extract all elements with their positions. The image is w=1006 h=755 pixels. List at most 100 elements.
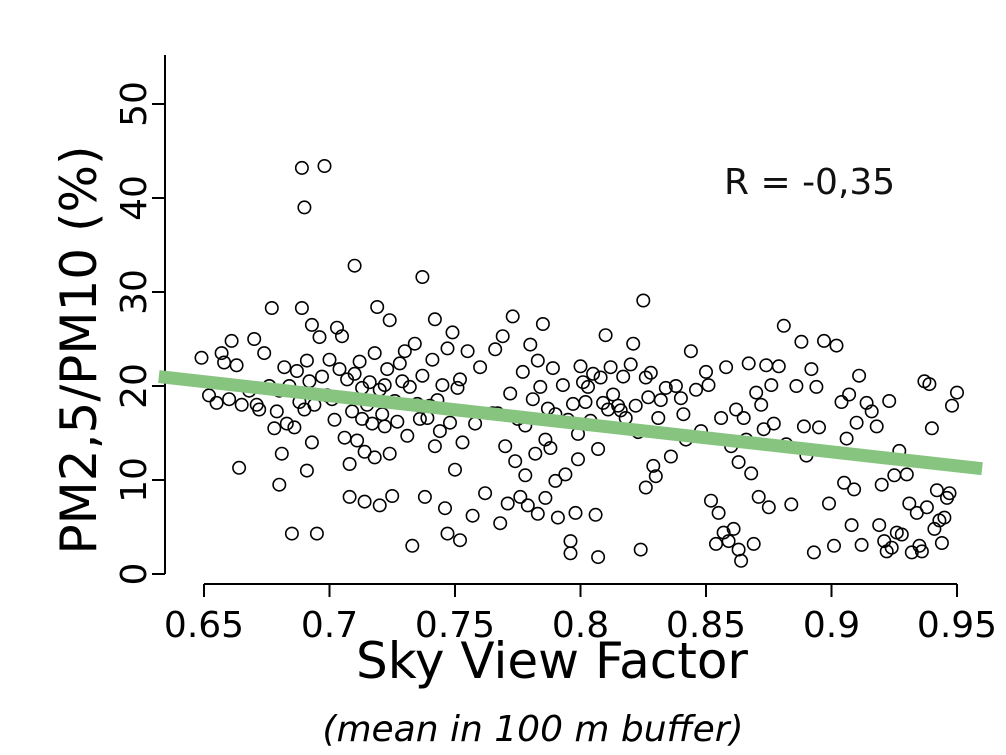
data-point [789, 378, 804, 393]
data-point [234, 397, 249, 412]
data-point [297, 200, 312, 215]
data-point [942, 486, 957, 501]
data-point [279, 416, 294, 431]
data-point [357, 494, 372, 509]
data-point [949, 385, 964, 400]
data-point [495, 329, 510, 344]
data-point [452, 533, 467, 548]
data-point [447, 462, 462, 477]
data-point [837, 475, 852, 490]
data-point [493, 516, 508, 531]
x-tick-label: 0.65 [164, 605, 244, 646]
data-point [334, 329, 349, 344]
data-point [400, 428, 415, 443]
data-point [598, 328, 613, 343]
data-point [636, 293, 651, 308]
data-point [839, 431, 854, 446]
data-point [397, 344, 412, 359]
data-point [312, 330, 327, 345]
data-point [668, 378, 683, 393]
data-point [646, 458, 661, 473]
data-point [229, 358, 244, 373]
data-point [294, 160, 309, 175]
data-point [847, 482, 862, 497]
x-tick-label: 0.75 [415, 605, 495, 646]
data-point [415, 368, 430, 383]
data-point [342, 489, 357, 504]
data-point [929, 483, 944, 498]
data-point [304, 435, 319, 450]
data-point [515, 364, 530, 379]
y-axis-title: PM2,5/PM10 (%) [50, 146, 108, 555]
data-point [432, 424, 447, 439]
data-point [347, 258, 362, 273]
data-point [887, 468, 902, 483]
data-point [759, 358, 774, 373]
data-point [377, 378, 392, 393]
data-point [701, 378, 716, 393]
data-point [806, 545, 821, 560]
data-point [382, 446, 397, 461]
data-point [385, 488, 400, 503]
y-tick-label: 40 [114, 175, 155, 221]
data-point [375, 407, 390, 422]
data-point [264, 300, 279, 315]
data-point [252, 402, 267, 417]
x-tick-label: 0.9 [803, 605, 860, 646]
data-point [415, 269, 430, 284]
data-point [402, 379, 417, 394]
data-point [776, 318, 791, 333]
data-point [575, 375, 590, 390]
data-points [194, 159, 964, 568]
data-point [726, 521, 741, 536]
data-point [633, 542, 648, 557]
data-point [382, 313, 397, 328]
data-point [533, 379, 548, 394]
x-axis-subtitle: (mean in 100 m buffer) [322, 709, 743, 750]
data-point [711, 505, 726, 520]
data-point [764, 378, 779, 393]
data-point [412, 411, 427, 426]
data-point [565, 396, 580, 411]
x-tick-label: 0.7 [301, 605, 358, 646]
data-point [826, 538, 841, 553]
data-point [688, 382, 703, 397]
data-point [869, 419, 884, 434]
data-point [899, 467, 914, 482]
data-point [304, 317, 319, 332]
data-point [623, 357, 638, 372]
data-point [573, 359, 588, 374]
data-point [638, 370, 653, 385]
data-point [194, 350, 209, 365]
data-point [591, 441, 606, 456]
data-point [350, 433, 365, 448]
data-point [849, 415, 864, 430]
data-point [934, 535, 949, 550]
data-point [367, 346, 382, 361]
data-point [267, 421, 282, 436]
data-point [721, 534, 736, 549]
data-point [703, 493, 718, 508]
data-point [352, 354, 367, 369]
data-point [570, 452, 585, 467]
data-point [425, 352, 440, 367]
data-point [922, 377, 937, 392]
data-point [272, 477, 287, 492]
data-point [924, 421, 939, 436]
data-point [390, 414, 405, 429]
data-point [322, 352, 337, 367]
data-point [894, 527, 909, 542]
data-point [591, 550, 606, 565]
data-point [766, 416, 781, 431]
correlation-annotation: R = -0,35 [724, 162, 895, 203]
y-tick-label: 30 [114, 269, 155, 315]
data-point [309, 526, 324, 541]
data-point [525, 392, 540, 407]
data-point [362, 375, 377, 390]
data-point [508, 454, 523, 469]
trend-line [158, 370, 983, 476]
data-point [365, 416, 380, 431]
data-point [247, 331, 262, 346]
data-point [834, 394, 849, 409]
data-point [796, 419, 811, 434]
